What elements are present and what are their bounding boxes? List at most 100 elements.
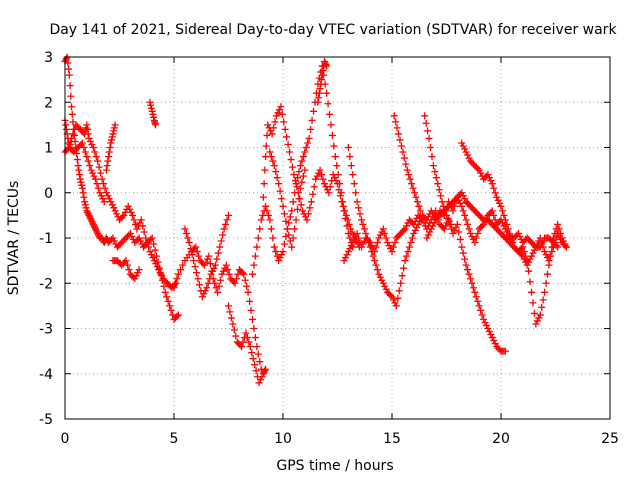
data-point (562, 243, 570, 251)
data-point (318, 71, 326, 79)
data-point (257, 216, 265, 224)
data-point (427, 207, 435, 215)
data-point (416, 207, 424, 215)
data-point (108, 133, 116, 141)
data-point (195, 281, 203, 289)
data-point (464, 266, 472, 274)
data-point (284, 140, 292, 148)
data-point (179, 261, 187, 269)
data-point (78, 184, 86, 192)
data-point (408, 234, 416, 242)
data-point (528, 252, 536, 260)
data-point (92, 225, 100, 233)
data-point (554, 220, 562, 228)
data-point (111, 207, 119, 215)
data-point (414, 220, 422, 228)
data-point (478, 222, 486, 230)
data-point (494, 196, 502, 204)
data-point (468, 232, 476, 240)
x-tick-label: 15 (383, 431, 401, 447)
data-point (535, 314, 543, 322)
data-point (449, 207, 457, 215)
data-point (346, 245, 354, 253)
data-point (326, 183, 334, 191)
data-point (400, 154, 408, 162)
data-point (203, 284, 211, 292)
data-point (92, 153, 100, 161)
data-point (500, 211, 508, 219)
data-point (128, 232, 136, 240)
data-point (290, 171, 298, 179)
data-point (411, 189, 419, 197)
data-point (166, 302, 174, 310)
data-point (497, 216, 505, 224)
data-point (538, 303, 546, 311)
data-point (332, 177, 340, 185)
data-point (262, 365, 270, 373)
data-point (468, 279, 476, 287)
data-point (263, 131, 271, 139)
data-point (422, 119, 430, 127)
data-point (352, 189, 360, 197)
data-point (198, 293, 206, 301)
data-point (423, 216, 431, 224)
data-point (335, 186, 343, 194)
data-point (394, 294, 402, 302)
data-point (402, 160, 410, 168)
data-point (104, 192, 112, 200)
data-point (350, 236, 358, 244)
data-point (399, 148, 407, 156)
data-point (353, 229, 361, 237)
data-point (280, 210, 288, 218)
y-tick-label: -4 (39, 367, 53, 383)
data-point (156, 269, 164, 277)
data-point (177, 266, 185, 274)
data-point (480, 220, 488, 228)
data-point (341, 254, 349, 262)
data-point (554, 243, 562, 251)
data-point (431, 168, 439, 176)
data-point (219, 231, 227, 239)
data-point (275, 257, 283, 265)
data-point (147, 101, 155, 109)
data-point (346, 153, 354, 161)
data-point (66, 140, 74, 148)
data-point (498, 219, 506, 227)
series-track-s (423, 193, 562, 251)
y-tick-label: -2 (39, 276, 53, 292)
data-point (66, 82, 74, 90)
series-track-f (146, 98, 159, 129)
data-point (211, 261, 219, 269)
x-tick-label: 5 (170, 431, 179, 447)
data-point (134, 269, 142, 277)
data-point (286, 213, 294, 221)
data-point (149, 110, 157, 118)
data-point (274, 109, 282, 117)
data-point (395, 130, 403, 138)
data-point (362, 229, 370, 237)
data-point (133, 225, 141, 233)
data-point (82, 204, 90, 212)
series-track-d (109, 257, 143, 283)
y-tick-label: -1 (39, 231, 53, 247)
data-point (246, 343, 254, 351)
series-track-e (102, 121, 119, 174)
data-point (323, 89, 331, 97)
data-point (500, 222, 508, 230)
data-point (471, 239, 479, 247)
data-point (142, 234, 150, 242)
data-point (244, 288, 252, 296)
data-point (355, 234, 363, 242)
data-point (102, 166, 110, 174)
data-point (322, 61, 330, 69)
data-point (455, 196, 463, 204)
data-point (105, 148, 113, 156)
data-point (475, 166, 483, 174)
data-point (147, 104, 155, 112)
data-point (268, 130, 276, 138)
data-point (459, 192, 467, 200)
data-point (200, 290, 208, 298)
data-point (238, 269, 246, 277)
data-point (120, 211, 128, 219)
